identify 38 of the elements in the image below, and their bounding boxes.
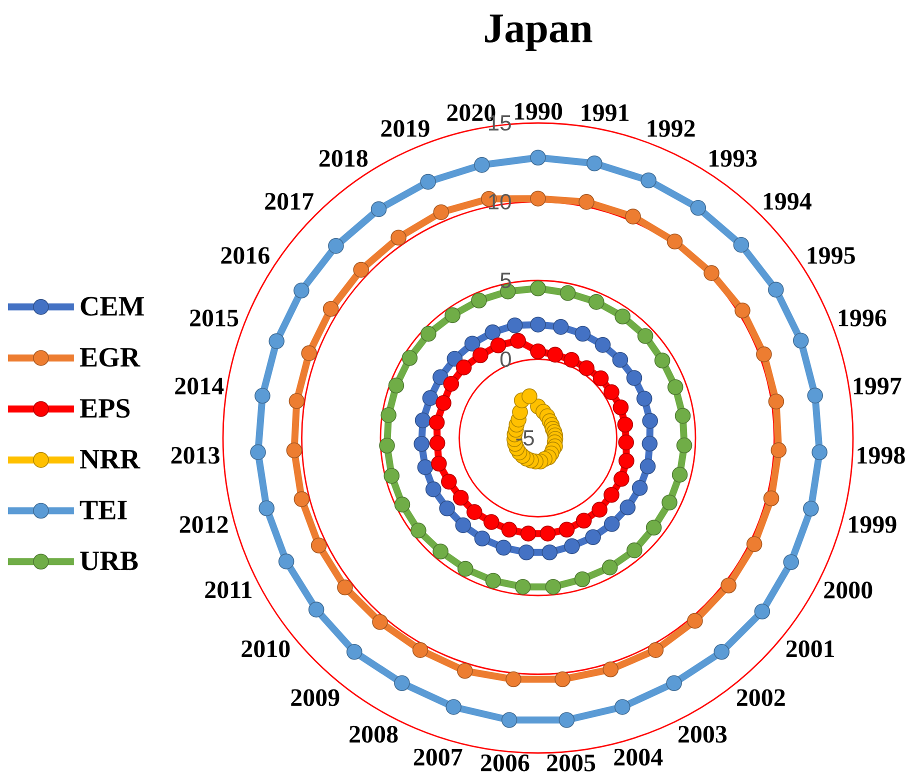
legend-label: URB	[80, 552, 138, 570]
spoke-label: 2011	[205, 581, 252, 598]
legend-label: NRR	[80, 450, 140, 468]
spoke-label: 2006	[481, 754, 530, 772]
spoke-label: 2009	[291, 689, 340, 706]
y-tick-label: 0	[500, 351, 511, 368]
spoke-label: 1990	[515, 102, 562, 120]
legend-label: EPS	[80, 398, 130, 418]
spoke-label: 1994	[764, 193, 812, 210]
legend-label: EGR	[80, 348, 140, 367]
spoke-label: 2004	[614, 748, 663, 766]
spoke-label: 2016	[221, 247, 270, 264]
spoke-label: 1999	[849, 516, 896, 533]
spoke-label: 1993	[710, 150, 757, 167]
spoke-label: 1997	[854, 378, 902, 394]
spoke-label: 2019	[381, 120, 430, 137]
spoke-label: 2018	[319, 150, 368, 167]
spoke-label: 2001	[786, 640, 834, 658]
spoke-label: 1998	[858, 446, 905, 464]
spoke-label: 1991	[582, 104, 629, 122]
spoke-label: 2008	[350, 726, 398, 743]
chart-title: Japan	[485, 14, 592, 52]
spoke-label: 2000	[824, 582, 872, 599]
spoke-label: 2015	[190, 310, 238, 326]
spoke-label: 2013	[171, 446, 220, 464]
spoke-label: 2007	[414, 748, 462, 766]
spoke-label: 1995	[808, 247, 855, 264]
spoke-label: 1992	[648, 120, 695, 137]
spoke-label: 2014	[175, 378, 224, 395]
spoke-label: 2012	[180, 516, 228, 533]
spoke-label: 2002	[736, 689, 785, 706]
spoke-label: 2017	[265, 192, 314, 210]
spoke-label: 2003	[678, 726, 727, 743]
spoke-label: 2010	[242, 640, 290, 658]
spoke-label: 1996	[838, 310, 886, 326]
spoke-label: 2005	[547, 754, 596, 772]
legend-label: TEI	[80, 500, 127, 520]
legend-label: CEM	[80, 296, 144, 316]
